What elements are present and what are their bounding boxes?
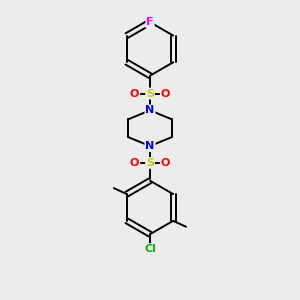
Text: N: N [146,105,154,116]
Text: O: O [161,158,170,168]
Text: O: O [130,158,139,168]
Text: S: S [146,158,154,168]
Text: Cl: Cl [144,244,156,254]
Text: F: F [146,17,154,27]
Text: O: O [130,88,139,98]
Text: O: O [161,88,170,98]
Text: S: S [146,88,154,98]
Text: N: N [146,141,154,151]
